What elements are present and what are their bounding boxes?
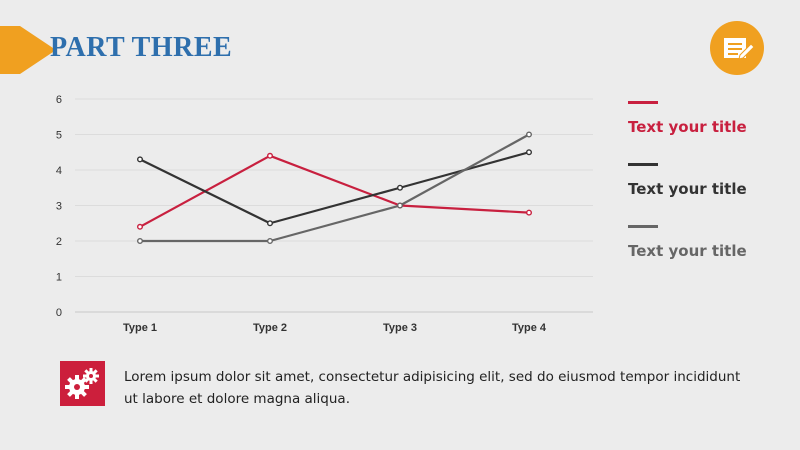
y-tick-label-0: 0 (56, 307, 62, 319)
accent-tab-point (20, 26, 56, 74)
legend: Text your title Text your title Text you… (628, 96, 788, 282)
series-line-2 (139, 151, 530, 225)
accent-tab (0, 26, 20, 74)
series-line-3 (140, 133, 530, 243)
series-1-point-4 (526, 209, 533, 216)
series-3-point-1 (136, 237, 143, 244)
page-title: PART THREE (50, 32, 233, 63)
legend-label-2: Text your title (628, 180, 747, 198)
y-tick-label-6: 6 (56, 94, 62, 106)
x-tick-label-4: Type 4 (512, 322, 547, 334)
series-1-point-1 (136, 223, 143, 230)
series-layer (136, 131, 533, 244)
x-tick-label-2: Type 2 (253, 322, 287, 334)
series-2-point-4 (526, 149, 533, 156)
legend-label-1: Text your title (628, 118, 747, 136)
series-2-point-1 (136, 156, 143, 163)
x-axis: Type 1 Type 2 Type 3 Type 4 (123, 322, 547, 334)
footer-text: Lorem ipsum dolor sit amet, consectetur … (124, 369, 741, 407)
series-2-point-3 (397, 184, 404, 191)
series-3-point-3 (397, 202, 404, 209)
legend-swatch-3 (628, 225, 658, 228)
series-1-point-2 (267, 152, 274, 159)
gears-icon (60, 361, 105, 406)
y-tick-label-2: 2 (56, 236, 62, 248)
legend-swatch-1 (628, 101, 658, 104)
line-chart: 0 1 2 3 4 5 6 Type 1 Type 2 Type 3 Type 4 (56, 94, 593, 334)
series-3-point-2 (267, 237, 274, 244)
y-tick-label-4: 4 (56, 165, 62, 177)
document-pen-icon (710, 21, 764, 75)
legend-item-3: Text your title (628, 220, 788, 282)
legend-swatch-2 (628, 163, 658, 166)
y-axis: 0 1 2 3 4 5 6 (56, 94, 62, 319)
y-tick-label-3: 3 (56, 201, 62, 213)
legend-label-3: Text your title (628, 242, 747, 260)
y-tick-label-1: 1 (56, 272, 62, 284)
series-2-point-2 (267, 220, 274, 227)
x-tick-label-1: Type 1 (123, 322, 157, 334)
legend-item-2: Text your title (628, 158, 788, 220)
series-3-point-4 (526, 131, 533, 138)
x-tick-label-3: Type 3 (383, 322, 417, 334)
legend-item-1: Text your title (628, 96, 788, 158)
y-tick-label-5: 5 (56, 130, 62, 142)
